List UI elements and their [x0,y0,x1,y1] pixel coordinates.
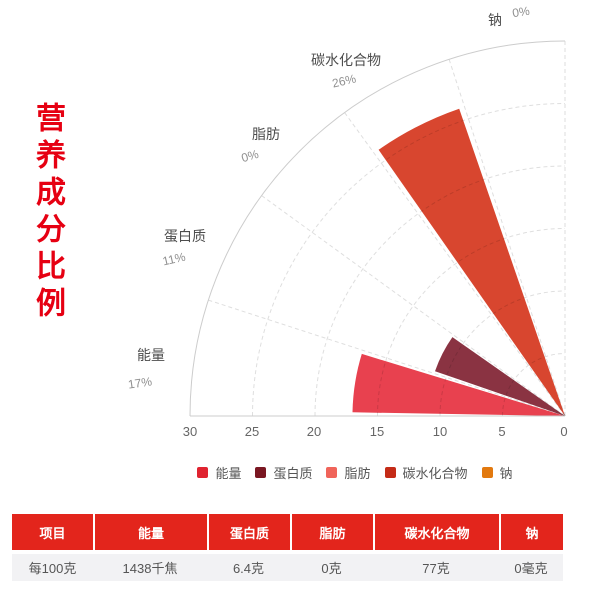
category-label-sodium: 钠 [488,12,502,28]
legend-item-carbohydrate[interactable]: 碳水化合物 [384,463,468,482]
tick-25: 25 [245,424,259,439]
legend-swatch-carbohydrate [384,467,396,478]
category-label-carbohydrate: 碳水化合物 [311,52,381,68]
category-label-energy: 能量 [137,347,165,363]
legend-swatch-energy [197,467,209,478]
legend-swatch-fat [326,467,338,478]
legend-label-sodium: 钠 [499,466,513,481]
legend-label-fat: 脂肪 [344,466,371,481]
table-cell-energy: 1438千焦 [122,561,178,576]
table-header-fat: 脂肪 [290,514,373,550]
table-header-energy: 能量 [93,514,207,550]
wedge-energy[interactable] [352,353,566,416]
table-cell-carbohydrate: 77克 [422,561,450,576]
table-header-sodium: 钠 [499,514,563,550]
legend-item-sodium[interactable]: 钠 [481,463,513,482]
polar-axis-lines [189,40,566,417]
polar-gridlines [208,41,566,417]
tick-15: 15 [370,424,384,439]
table-header-protein: 蛋白质 [207,514,290,550]
polar-bar-chart: 30 25 20 15 10 5 0 [183,40,568,439]
percent-label-sodium: 0% [511,3,531,21]
table-cell-sodium: 0毫克 [514,561,548,576]
table-header-row: 项目 能量 蛋白质 脂肪 碳水化合物 钠 [12,514,563,550]
table-header-item: 项目 [39,525,66,541]
nutrition-table: 项目 能量 蛋白质 脂肪 碳水化合物 钠 每100克 1438千焦 6.4克 0… [12,514,563,581]
legend-label-protein: 蛋白质 [273,466,313,481]
tick-30: 30 [183,424,197,439]
category-label-fat: 脂肪 [252,126,280,142]
legend-item-fat[interactable]: 脂肪 [326,463,371,482]
tick-20: 20 [307,424,321,439]
radial-axis-ticks: 30 25 20 15 10 5 0 [183,424,568,439]
wedge-carbohydrate[interactable] [378,108,565,416]
tick-0: 0 [560,424,567,439]
legend-item-protein[interactable]: 蛋白质 [255,463,312,482]
tick-5: 5 [498,424,505,439]
legend-swatch-sodium [481,467,493,478]
legend-item-energy[interactable]: 能量 [197,463,241,482]
legend-swatch-protein [255,467,267,478]
wedge-protein[interactable] [435,337,565,416]
tick-10: 10 [433,424,447,439]
legend-label-energy: 能量 [215,466,242,481]
page-title: 营养成分比例 [31,102,64,324]
table-cell-fat: 0克 [321,561,342,576]
table-row: 每100克 1438千焦 6.4克 0克 77克 0毫克 [12,554,563,581]
chart-legend: 能量 蛋白质 脂肪 碳水化合物 钠 [100,463,600,482]
table-header-carbohydrate: 碳水化合物 [373,514,499,550]
category-label-protein: 蛋白质 [164,228,206,244]
table-cell-protein: 6.4克 [232,561,265,576]
legend-label-carbohydrate: 碳水化合物 [402,466,468,481]
table-cell-serving: 每100克 [28,561,77,576]
